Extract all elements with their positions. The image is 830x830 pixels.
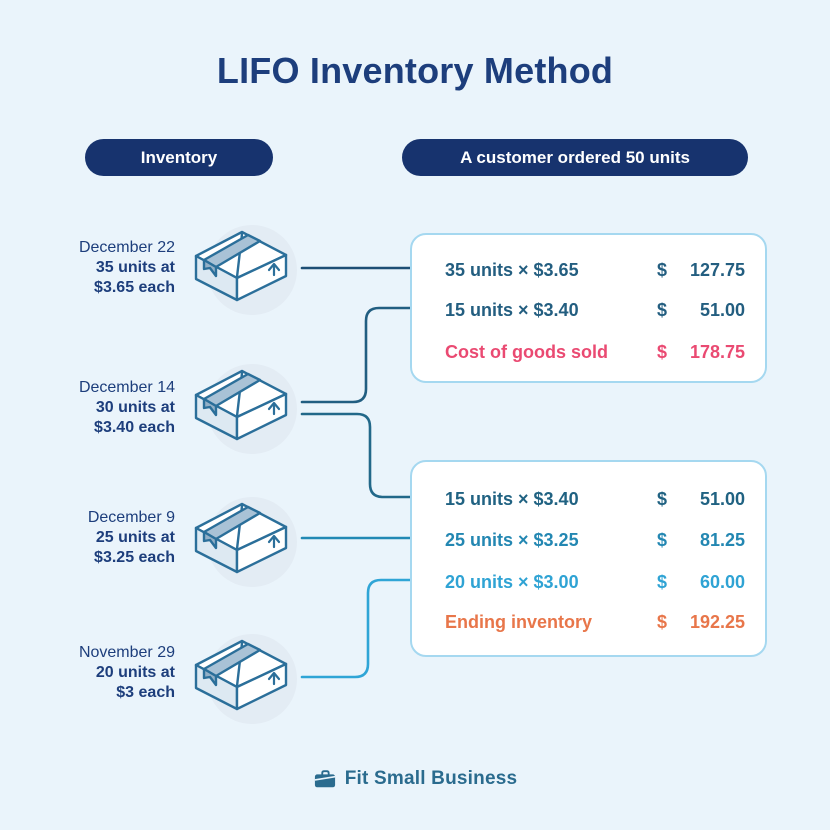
entry-price: $3.25 each bbox=[94, 549, 175, 566]
calc-label: 35 units × $3.65 bbox=[445, 259, 579, 280]
calc-label: 20 units × $3.00 bbox=[445, 571, 579, 592]
inventory-entry-dec9: December 9 25 units at $3.25 each bbox=[15, 508, 175, 568]
currency-symbol: $ bbox=[656, 299, 667, 320]
entry-date: December 9 bbox=[87, 509, 175, 526]
total-label: Ending inventory bbox=[445, 611, 593, 632]
entry-price: $3.65 each bbox=[94, 279, 175, 296]
currency-symbol: $ bbox=[656, 571, 667, 592]
entry-price: $3 each bbox=[116, 684, 175, 701]
calc-amount: 81.25 bbox=[699, 529, 745, 550]
page-title: LIFO Inventory Method bbox=[216, 50, 614, 91]
currency-symbol: $ bbox=[656, 529, 667, 550]
calc-row: 15 units × $3.40 $51.00 bbox=[445, 299, 745, 321]
brand-footer: Fit Small Business bbox=[0, 768, 830, 790]
brand-name: Fit Small Business bbox=[344, 768, 518, 789]
cost-of-goods-sold-card: 35 units × $3.65 $127.75 15 units × $3.4… bbox=[410, 233, 767, 383]
order-header-pill: A customer ordered 50 units bbox=[402, 139, 748, 176]
entry-units: 35 units at bbox=[95, 259, 175, 276]
total-row-ending-inventory: Ending inventory $192.25 bbox=[445, 611, 745, 633]
total-amount: 192.25 bbox=[689, 611, 745, 632]
order-header-label: A customer ordered 50 units bbox=[460, 147, 690, 167]
calc-amount: 60.00 bbox=[699, 571, 745, 592]
calc-row: 15 units × $3.40 $51.00 bbox=[445, 488, 745, 510]
calc-row: 20 units × $3.00 $60.00 bbox=[445, 571, 745, 593]
calc-row: 25 units × $3.25 $81.25 bbox=[445, 529, 745, 551]
entry-date: December 14 bbox=[78, 379, 175, 396]
inventory-entry-dec22: December 22 35 units at $3.65 each bbox=[15, 238, 175, 298]
currency-symbol: $ bbox=[656, 259, 667, 280]
briefcase-icon bbox=[314, 770, 335, 788]
calc-label: 25 units × $3.25 bbox=[445, 529, 579, 550]
total-amount: 178.75 bbox=[689, 341, 745, 362]
currency-symbol: $ bbox=[656, 611, 667, 632]
entry-date: November 29 bbox=[78, 644, 175, 661]
currency-symbol: $ bbox=[656, 488, 667, 509]
calc-amount: 51.00 bbox=[699, 488, 745, 509]
calc-amount: 127.75 bbox=[689, 259, 745, 280]
inventory-entry-nov29: November 29 20 units at $3 each bbox=[15, 643, 175, 703]
currency-symbol: $ bbox=[656, 341, 667, 362]
ending-inventory-card: 15 units × $3.40 $51.00 25 units × $3.25… bbox=[410, 460, 767, 657]
calc-row: 35 units × $3.65 $127.75 bbox=[445, 259, 745, 281]
cardboard-box-icon bbox=[190, 496, 302, 596]
entry-units: 20 units at bbox=[95, 664, 175, 681]
calc-label: 15 units × $3.40 bbox=[445, 299, 579, 320]
calc-amount: 51.00 bbox=[699, 299, 745, 320]
entry-units: 25 units at bbox=[95, 529, 175, 546]
cardboard-box-icon bbox=[190, 224, 302, 324]
calc-label: 15 units × $3.40 bbox=[445, 488, 579, 509]
total-label: Cost of goods sold bbox=[445, 341, 608, 362]
entry-price: $3.40 each bbox=[94, 419, 175, 436]
cardboard-box-icon bbox=[190, 363, 302, 463]
inventory-header-pill: Inventory bbox=[85, 139, 273, 176]
entry-date: December 22 bbox=[78, 239, 175, 256]
cardboard-box-icon bbox=[190, 633, 302, 733]
inventory-header-label: Inventory bbox=[140, 147, 218, 167]
entry-units: 30 units at bbox=[95, 399, 175, 416]
total-row-cogs: Cost of goods sold $178.75 bbox=[445, 341, 745, 363]
inventory-entry-dec14: December 14 30 units at $3.40 each bbox=[15, 378, 175, 438]
